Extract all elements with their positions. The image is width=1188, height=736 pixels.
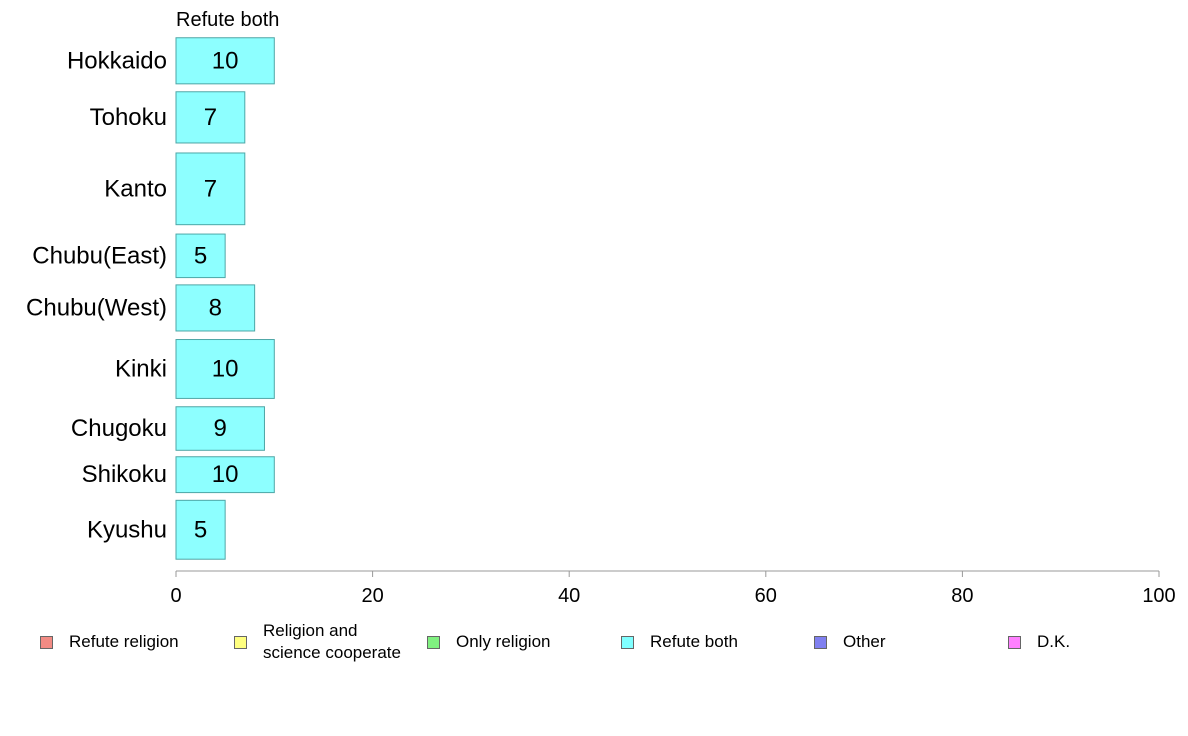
bar-value-label: 5 bbox=[194, 242, 207, 269]
bar-value-label: 7 bbox=[204, 104, 217, 131]
category-label: Chubu(East) bbox=[32, 242, 167, 269]
legend-label: Religion and science cooperate bbox=[263, 621, 401, 662]
legend: Refute religion Religion and science coo… bbox=[0, 620, 1188, 680]
category-label: Chubu(West) bbox=[26, 294, 167, 321]
chart-title: Refute both bbox=[176, 9, 279, 31]
bar-value-label: 8 bbox=[209, 294, 222, 321]
x-tick-label: 100 bbox=[1142, 585, 1175, 607]
legend-item-dk: D.K. bbox=[1008, 620, 1070, 664]
legend-label: Refute religion bbox=[69, 632, 179, 651]
bar-chubu-east bbox=[175, 233, 226, 279]
legend-swatch bbox=[427, 635, 440, 649]
category-label: Kyushu bbox=[87, 516, 167, 543]
bars-group: 10 Hokkaido 7 Tohoku 7 Kanto 5 Chubu(East) 8 Chub… bbox=[26, 37, 275, 560]
legend-item-only-religion: Only religion bbox=[427, 620, 551, 664]
legend-item-religion-science-cooperate: Religion and science cooperate bbox=[234, 620, 401, 664]
bar-chubu-west bbox=[175, 284, 256, 332]
bar-value-label: 10 bbox=[212, 47, 239, 74]
legend-swatch bbox=[234, 635, 247, 649]
x-tick-label: 0 bbox=[170, 585, 181, 607]
bar-value-label: 5 bbox=[194, 516, 207, 543]
category-label: Chugoku bbox=[71, 415, 167, 442]
category-label: Kinki bbox=[115, 355, 167, 382]
x-tick-label: 40 bbox=[558, 585, 580, 607]
legend-label: Only religion bbox=[456, 632, 551, 651]
x-axis: 0 20 40 60 80 100 bbox=[170, 570, 1176, 607]
bar-shikoku bbox=[175, 456, 275, 494]
bar-value-label: 10 bbox=[212, 461, 239, 488]
bar-chart: Refute both 10 Hokkaido 7 Tohoku 7 Kanto 5 Chub… bbox=[26, 9, 1176, 607]
bar-value-label: 7 bbox=[204, 175, 217, 202]
category-label: Shikoku bbox=[82, 461, 167, 488]
bar-value-label: 9 bbox=[214, 415, 227, 442]
legend-swatch bbox=[40, 635, 53, 649]
legend-label: Other bbox=[843, 632, 886, 651]
legend-swatch bbox=[814, 635, 827, 649]
legend-label: Refute both bbox=[650, 632, 738, 651]
bar-kyushu bbox=[175, 499, 226, 560]
x-tick-label: 60 bbox=[755, 585, 777, 607]
bar-kinki bbox=[175, 339, 275, 399]
bar-tohoku bbox=[175, 91, 246, 144]
x-tick-label: 80 bbox=[951, 585, 973, 607]
legend-item-refute-religion: Refute religion bbox=[40, 620, 179, 664]
legend-swatch bbox=[621, 635, 634, 649]
category-label: Tohoku bbox=[90, 104, 167, 131]
bar-hokkaido bbox=[175, 37, 275, 85]
legend-label: D.K. bbox=[1037, 632, 1071, 651]
category-label: Kanto bbox=[104, 175, 167, 202]
bar-chugoku bbox=[175, 406, 265, 451]
x-tick-label: 20 bbox=[361, 585, 383, 607]
category-label: Hokkaido bbox=[67, 47, 167, 74]
legend-swatch bbox=[1008, 635, 1021, 649]
legend-item-refute-both: Refute both bbox=[621, 620, 738, 664]
legend-item-other: Other bbox=[814, 620, 886, 664]
bar-value-label: 10 bbox=[212, 355, 239, 382]
bar-kanto bbox=[175, 152, 246, 226]
